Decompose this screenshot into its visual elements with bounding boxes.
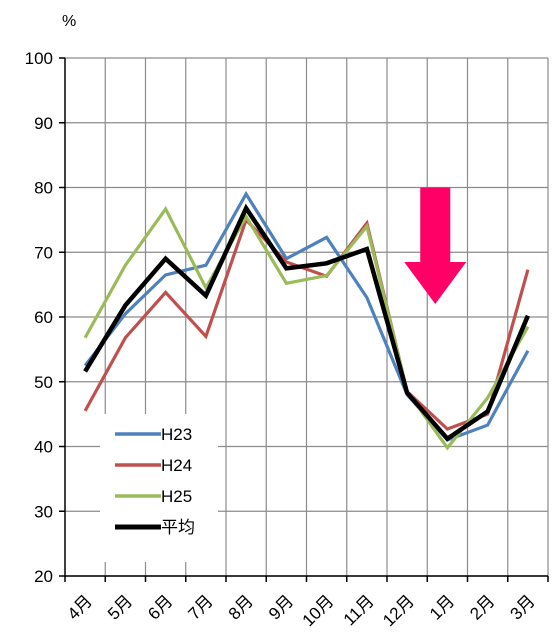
legend-label: H24: [161, 456, 192, 475]
legend-label: H23: [161, 425, 192, 444]
axes: [59, 57, 549, 582]
x-tick-label: 3月: [507, 591, 539, 623]
legend-label: 平均: [161, 518, 195, 537]
x-tick-label: 11月: [340, 591, 378, 629]
y-tick-label: 90: [34, 114, 53, 133]
x-tick-label: 5月: [104, 591, 136, 623]
x-tick-label: 8月: [225, 591, 257, 623]
x-tick-label: 10月: [299, 591, 338, 630]
y-tick-label: 50: [34, 373, 53, 392]
down-arrow: [404, 187, 467, 305]
x-tick-label: 7月: [185, 591, 217, 623]
annotation-arrow: [404, 187, 467, 305]
series-line-H24: [83, 216, 530, 431]
series-line-平均: [83, 203, 530, 442]
legend-box: [100, 414, 218, 562]
series-line-H25: [83, 205, 530, 451]
x-tick-label: 12月: [379, 591, 418, 630]
y-tick-label: 30: [34, 502, 53, 521]
legend-label: H25: [161, 487, 192, 506]
y-tick-label: 20: [34, 567, 53, 586]
x-tick-label: 9月: [265, 591, 297, 623]
series-lines: [83, 190, 530, 451]
y-tick-label: 40: [34, 438, 53, 457]
x-tick-label: 2月: [466, 591, 498, 623]
x-tick-labels: 4月 5月 6月 7月 8月 9月 10月 11月 12月 1月 2月 3月: [64, 591, 539, 630]
y-tick-label: 70: [34, 243, 53, 262]
legend: H23 H24 H25 平均: [100, 414, 218, 562]
x-tick-label: 1月: [426, 591, 458, 623]
y-tick-label: 60: [34, 308, 53, 327]
x-tick-label: 6月: [144, 591, 176, 623]
y-unit-label: %: [62, 13, 76, 30]
y-tick-labels: 20 30 40 50 60 70 80 90 100: [25, 49, 53, 586]
x-tick-label: 4月: [64, 591, 96, 623]
y-tick-label: 100: [25, 49, 53, 68]
y-tick-label: 80: [34, 179, 53, 198]
